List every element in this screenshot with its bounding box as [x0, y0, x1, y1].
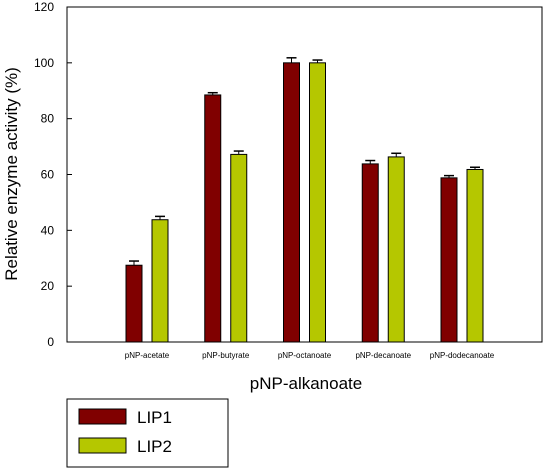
x-tick-label: pNP-butyrate: [202, 351, 250, 360]
bar-lip2-pnp-butyrate: [230, 153, 248, 343]
y-tick-label: 0: [47, 335, 54, 349]
x-tick-label: pNP-acetate: [125, 351, 170, 360]
legend-swatch-lip2: [78, 437, 127, 454]
y-tick-label: 80: [41, 112, 55, 126]
bar-lip2-pnp-dodecanoate: [466, 168, 484, 343]
bar-lip2-pnp-acetate: [151, 219, 169, 343]
bar-lip1-pnp-octanoate: [283, 62, 300, 343]
bar-lip2-pnp-octanoate: [309, 62, 326, 343]
y-tick-label: 120: [34, 0, 54, 14]
bar-lip1-pnp-butyrate: [204, 94, 222, 343]
x-tick-label: pNP-dodecanoate: [430, 351, 495, 360]
bar-series-group: [125, 62, 484, 343]
y-tick-label: 40: [41, 223, 55, 237]
legend: LIP1 LIP2: [66, 398, 229, 468]
error-bar-group: [129, 57, 480, 266]
x-tick-label: pNP-decanoate: [355, 351, 411, 360]
legend-label-lip2: LIP2: [137, 437, 172, 456]
bar-lip1-pnp-acetate: [125, 264, 143, 343]
bar-lip1-pnp-dodecanoate: [440, 177, 458, 343]
legend-swatch-lip1: [78, 408, 127, 425]
y-axis-title: Relative enzyme activity (%): [2, 67, 21, 281]
y-tick-label: 60: [41, 168, 55, 182]
y-axis: 0 20 40 60 80 100 120: [34, 0, 72, 349]
bar-lip2-pnp-decanoate: [387, 156, 405, 343]
x-axis-title: pNP-alkanoate: [250, 374, 362, 393]
bar-lip1-pnp-decanoate: [361, 163, 379, 343]
x-tick-label: pNP-octanoate: [278, 351, 332, 360]
y-tick-label: 100: [34, 56, 54, 70]
y-tick-label: 20: [41, 279, 55, 293]
legend-label-lip1: LIP1: [137, 408, 172, 427]
x-axis: pNP-acetate pNP-butyrate pNP-octanoate pNP-…: [125, 351, 495, 360]
